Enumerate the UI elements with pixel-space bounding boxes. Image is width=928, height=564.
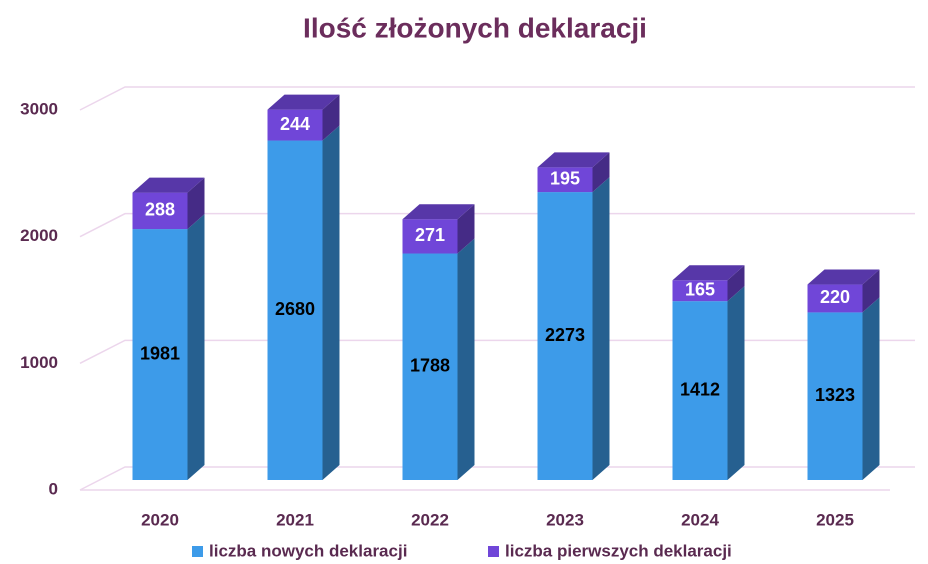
bar-front	[132, 229, 188, 480]
data-label: 195	[550, 168, 580, 188]
grid-line	[79, 466, 915, 491]
bar-side	[457, 204, 475, 254]
bar-side	[727, 286, 745, 480]
bar-segment	[402, 238, 475, 480]
legend-swatch	[488, 546, 499, 557]
data-label: 220	[820, 287, 850, 307]
bar-segment	[132, 177, 205, 230]
bar-side	[592, 177, 610, 480]
legend-label: liczba nowych deklaracji	[209, 541, 407, 560]
data-label: 165	[685, 279, 715, 299]
bar-front	[537, 192, 593, 480]
bar-top	[267, 94, 340, 110]
legend-label: liczba pierwszych deklaracji	[505, 541, 732, 560]
x-tick-label: 2020	[141, 510, 179, 529]
bar-side	[592, 152, 610, 193]
data-label: 271	[415, 225, 445, 245]
grid-line	[79, 339, 915, 365]
bar-front	[402, 253, 458, 480]
bar-top	[537, 152, 610, 168]
bar-top	[132, 177, 205, 193]
bar-segment	[537, 152, 610, 193]
bar-front	[402, 219, 458, 254]
bar-segment	[672, 265, 745, 302]
bar-side	[727, 265, 745, 302]
data-label: 1412	[680, 379, 720, 399]
bar-front	[132, 192, 188, 230]
data-label: 1323	[815, 385, 855, 405]
grid-line	[79, 86, 915, 111]
bar-top	[672, 265, 745, 281]
x-tick-label: 2024	[681, 510, 719, 529]
bar-side	[457, 238, 475, 480]
bar-segment	[537, 177, 610, 480]
bar-side	[187, 177, 205, 230]
x-tick-label: 2022	[411, 510, 449, 529]
x-tick-label: 2025	[816, 510, 854, 529]
bar-side	[322, 125, 340, 481]
y-tick-label: 0	[49, 479, 58, 498]
bar-front	[267, 109, 323, 141]
data-label: 2680	[275, 299, 315, 319]
bar-segment	[132, 214, 205, 480]
bar-segment	[402, 204, 475, 254]
x-tick-label: 2021	[276, 510, 314, 529]
bar-front	[672, 301, 728, 480]
bar-top	[402, 204, 475, 220]
bar-segment	[807, 269, 880, 313]
bar-segment	[672, 286, 745, 480]
data-label: 1788	[410, 356, 450, 376]
x-tick-label: 2023	[546, 510, 584, 529]
bar-top	[807, 269, 880, 285]
bar-side	[862, 297, 880, 480]
data-label: 288	[145, 200, 175, 220]
bar-front	[672, 280, 728, 302]
bar-front	[807, 284, 863, 313]
bar-front	[807, 312, 863, 480]
data-label: 244	[280, 114, 310, 134]
chart-title: Ilość złożonych deklaracji	[303, 12, 647, 43]
data-label: 2273	[545, 325, 585, 345]
bar-front	[537, 167, 593, 193]
bar-side	[322, 94, 340, 141]
y-tick-label: 3000	[20, 99, 58, 118]
bar-side	[862, 269, 880, 313]
bar-segment	[267, 94, 340, 141]
bar-front	[267, 140, 323, 481]
bar-side	[187, 214, 205, 480]
bar-segment	[807, 297, 880, 480]
data-label: 1981	[140, 343, 180, 363]
y-tick-label: 1000	[20, 353, 58, 372]
legend-swatch	[192, 546, 203, 557]
grid-line	[79, 212, 915, 238]
bar-segment	[267, 125, 340, 481]
y-tick-label: 2000	[20, 226, 58, 245]
